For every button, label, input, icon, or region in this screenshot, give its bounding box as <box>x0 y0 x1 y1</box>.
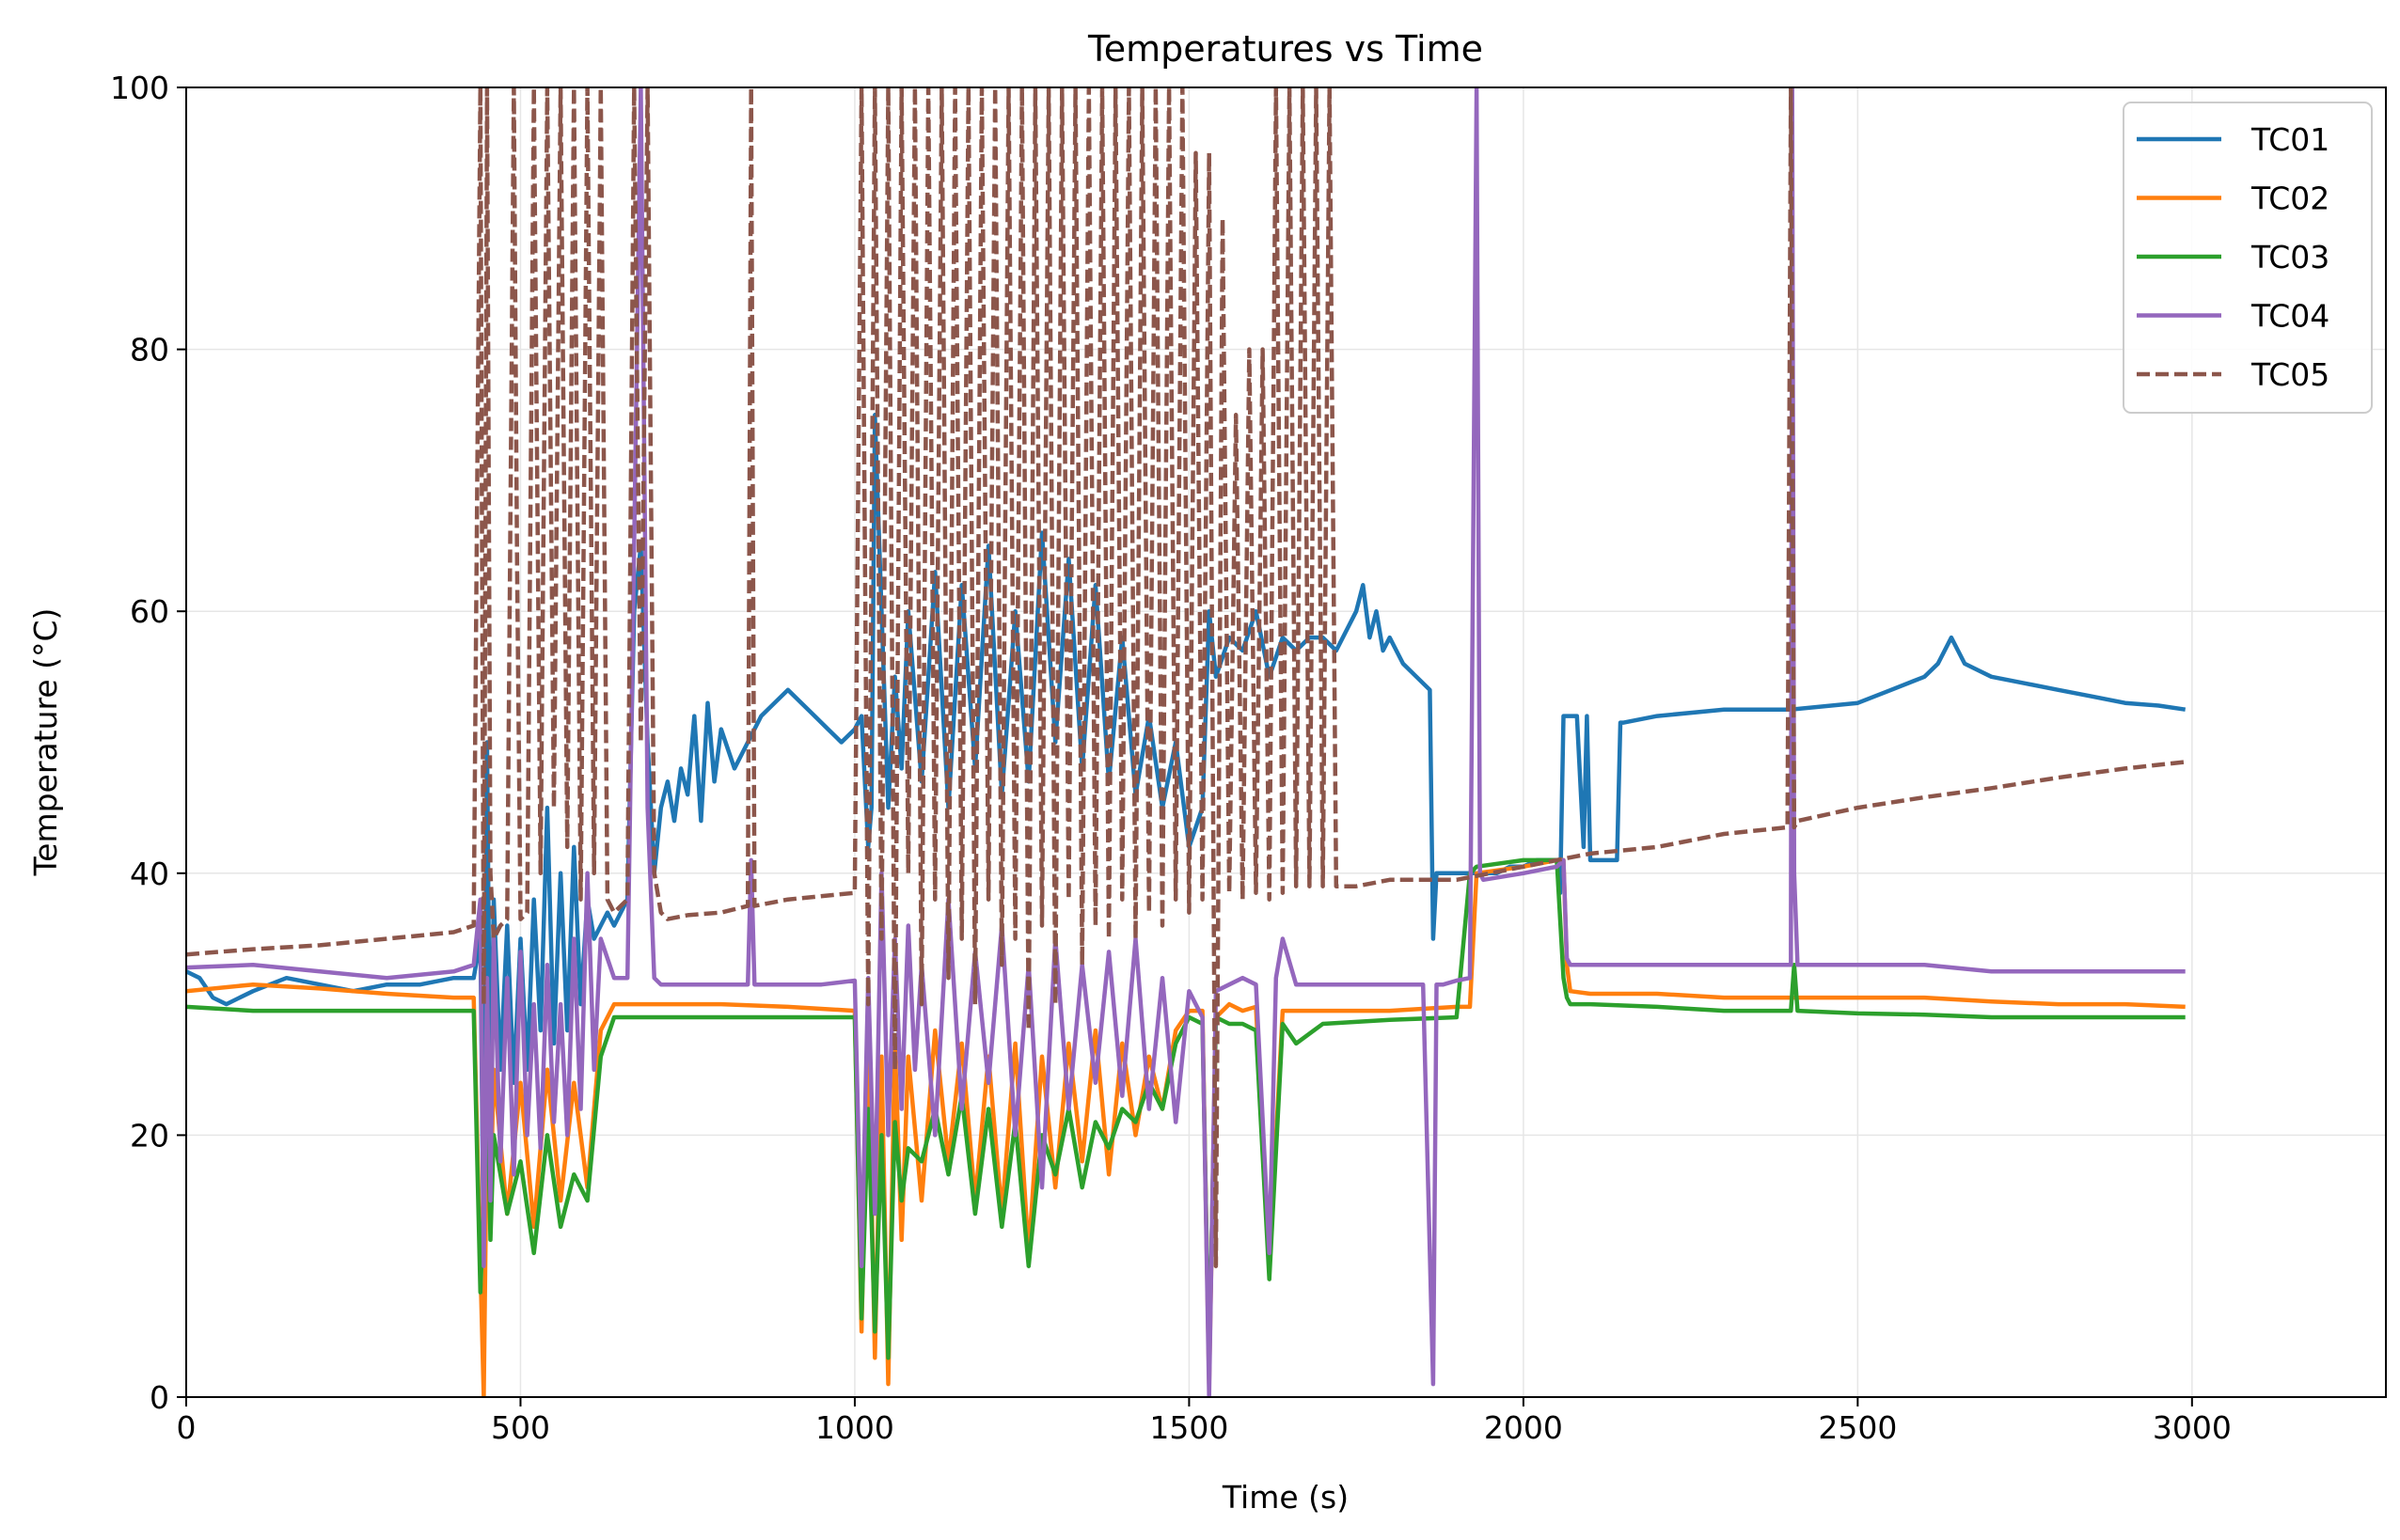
legend-label-tc02: TC02 <box>2250 181 2329 217</box>
series-line-tc03 <box>186 857 2186 1374</box>
legend-label-tc05: TC05 <box>2250 356 2329 393</box>
x-tick-label: 1000 <box>815 1409 894 1446</box>
y-tick-label: 20 <box>130 1117 169 1154</box>
series-group <box>186 87 2187 1397</box>
x-tick-label: 500 <box>491 1409 550 1446</box>
y-tick-label: 0 <box>150 1379 169 1416</box>
x-tick-label: 2000 <box>1484 1409 1563 1446</box>
legend-label-tc01: TC01 <box>2250 121 2329 158</box>
x-tick-label: 2500 <box>1818 1409 1897 1446</box>
y-tick-label: 40 <box>130 856 169 892</box>
x-tick-label: 0 <box>177 1409 197 1446</box>
ticks: 0 500 1000 1500 2000 2500 3000 0 20 40 60 80 100 <box>110 70 2232 1446</box>
legend-box <box>2123 102 2373 414</box>
series-line-tc04 <box>186 87 2186 1397</box>
y-tick-label: 60 <box>130 593 169 630</box>
plot-frame <box>185 86 2387 1398</box>
y-tick-label: 100 <box>110 70 169 106</box>
legend: TC01 TC02 TC03 TC04 TC05 <box>2123 102 2373 414</box>
y-axis-label: Temperature (°C) <box>27 608 64 877</box>
y-tick-label: 80 <box>130 332 169 369</box>
legend-label-tc03: TC03 <box>2250 239 2329 275</box>
x-tick-label: 3000 <box>2153 1409 2232 1446</box>
series-line-tc05 <box>186 87 2186 1268</box>
x-tick-label: 1500 <box>1149 1409 1228 1446</box>
series-line-tc02 <box>186 857 2186 1397</box>
chart-title: Temperatures vs Time <box>1087 28 1483 70</box>
x-axis-label: Time (s) <box>1222 1479 1349 1516</box>
legend-label-tc04: TC04 <box>2250 298 2329 335</box>
series-line-tc01 <box>186 413 2187 1268</box>
